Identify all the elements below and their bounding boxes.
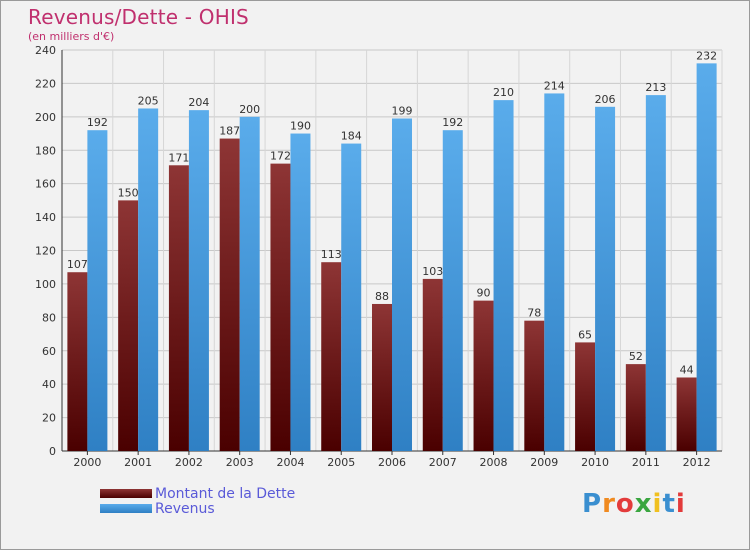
y-tick-label: 160	[35, 178, 56, 191]
chart-subtitle: (en milliers d'€)	[28, 30, 115, 43]
data-label-revenus: 199	[392, 105, 413, 118]
data-label-dette: 171	[168, 151, 189, 164]
logo-letter: x	[634, 489, 653, 519]
y-tick-label: 60	[42, 345, 56, 358]
bar-dette	[168, 165, 189, 451]
x-tick-label: 2000	[73, 456, 101, 469]
bar-dette	[676, 377, 697, 451]
data-label-revenus: 232	[696, 49, 717, 62]
y-tick-label: 0	[49, 445, 56, 458]
x-tick-label: 2010	[581, 456, 609, 469]
bar-revenus	[290, 133, 311, 451]
logo-letter: i	[652, 489, 663, 519]
bar-revenus	[341, 143, 362, 452]
data-label-revenus: 192	[442, 116, 463, 129]
bar-dette	[118, 200, 139, 451]
data-label-revenus: 190	[290, 120, 311, 133]
x-tick-label: 2004	[276, 456, 304, 469]
bar-revenus	[239, 116, 260, 451]
bar-revenus	[544, 93, 565, 452]
bar-revenus	[595, 106, 616, 451]
bar-revenus	[442, 130, 463, 451]
x-tick-label: 2006	[378, 456, 406, 469]
logo-letter: r	[602, 489, 616, 519]
data-label-dette: 88	[375, 290, 389, 303]
legend-swatch-revenue	[100, 504, 152, 513]
bar-dette	[422, 278, 443, 451]
x-tick-label: 2007	[429, 456, 457, 469]
data-label-dette: 52	[629, 350, 643, 363]
data-label-dette: 113	[321, 248, 342, 261]
bar-revenus	[392, 118, 412, 452]
legend-item-debt: Montant de la Dette	[100, 485, 296, 502]
bar-dette	[219, 138, 240, 451]
proxiti-logo: Proxiti	[582, 489, 686, 519]
data-label-revenus: 184	[341, 130, 362, 143]
data-label-dette: 103	[422, 265, 443, 278]
legend-item-revenue: Revenus	[100, 500, 295, 517]
x-tick-label: 2003	[226, 456, 254, 469]
x-tick-label: 2009	[530, 456, 558, 469]
x-tick-label: 2008	[480, 456, 508, 469]
x-tick-label: 2005	[327, 456, 355, 469]
data-label-dette: 78	[527, 307, 541, 320]
data-label-dette: 65	[578, 328, 592, 341]
data-label-dette: 90	[477, 287, 491, 300]
logo-letter: t	[662, 489, 676, 519]
legend-label-debt: Montant de la Dette	[155, 485, 296, 502]
data-label-revenus: 205	[138, 94, 159, 107]
logo-letter: P	[582, 489, 603, 519]
y-tick-label: 40	[42, 378, 56, 391]
data-label-revenus: 204	[188, 96, 209, 109]
bar-dette	[625, 364, 646, 451]
bar-dette	[524, 320, 545, 451]
y-tick-label: 220	[35, 77, 56, 90]
legend-swatch-debt	[100, 489, 152, 498]
data-label-revenus: 214	[544, 79, 565, 92]
x-tick-label: 2001	[124, 456, 152, 469]
y-tick-label: 140	[35, 211, 56, 224]
data-label-dette: 172	[270, 150, 291, 163]
x-tick-label: 2012	[683, 456, 711, 469]
data-label-revenus: 206	[595, 93, 616, 106]
data-label-revenus: 200	[239, 103, 260, 116]
y-tick-label: 100	[35, 278, 56, 291]
x-tick-label: 2002	[175, 456, 203, 469]
y-tick-label: 120	[35, 245, 56, 258]
bar-revenus	[138, 108, 159, 452]
bar-dette	[270, 163, 291, 451]
data-label-dette: 107	[67, 258, 88, 271]
bar-revenus	[696, 63, 717, 451]
bar-dette	[321, 262, 342, 451]
bar-dette	[372, 303, 392, 451]
bar-dette	[575, 342, 596, 451]
bar-dette	[473, 300, 494, 451]
data-label-dette: 150	[118, 186, 139, 199]
y-tick-label: 180	[35, 144, 56, 157]
legend: Montant de la Dette Revenus	[100, 485, 296, 517]
y-tick-label: 20	[42, 412, 56, 425]
legend-label-revenue: Revenus	[155, 500, 215, 517]
bar-revenus	[188, 110, 209, 452]
chart-title: Revenus/Dette - OHIS	[28, 5, 249, 29]
bar-revenus	[645, 95, 666, 452]
x-tick-label: 2011	[632, 456, 660, 469]
bar-revenus	[87, 130, 108, 451]
data-label-dette: 44	[680, 363, 694, 376]
y-tick-label: 80	[42, 311, 56, 324]
y-tick-label: 240	[35, 44, 56, 57]
logo-letter: o	[615, 489, 635, 519]
bar-dette	[67, 272, 88, 451]
bar-revenus	[493, 100, 514, 451]
data-label-revenus: 213	[645, 81, 666, 94]
data-label-dette: 187	[219, 125, 240, 138]
data-label-revenus: 192	[87, 116, 108, 129]
data-label-revenus: 210	[493, 86, 514, 99]
logo-letter: i	[675, 489, 686, 519]
y-tick-label: 200	[35, 111, 56, 124]
